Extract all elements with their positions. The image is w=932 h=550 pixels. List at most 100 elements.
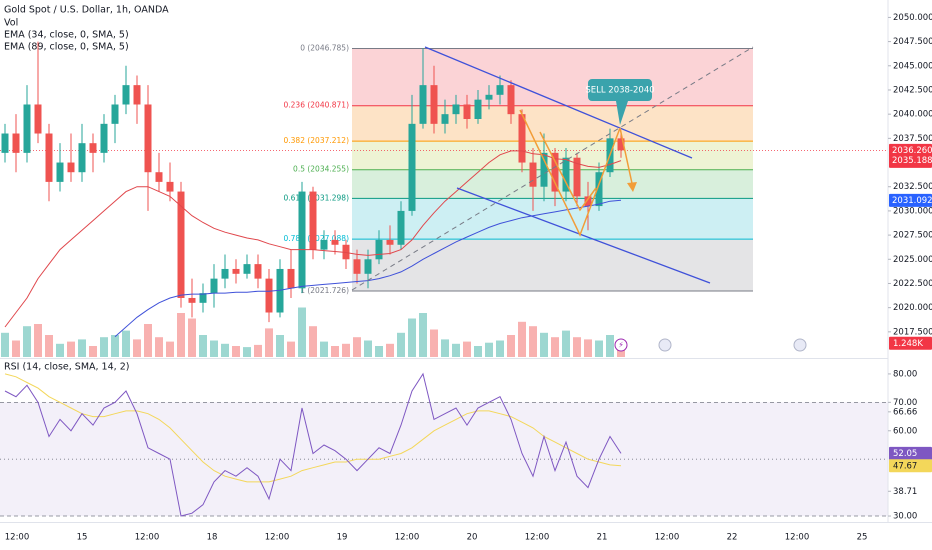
candle-body: [540, 152, 548, 187]
y-tick-label: 30.00: [893, 512, 917, 522]
volume-bar: [188, 318, 196, 357]
x-tick-label: 12:00: [265, 533, 290, 543]
candle-body: [353, 259, 361, 274]
y-tick-label: 2050.000: [893, 13, 932, 23]
volume-bar: [199, 335, 207, 357]
y-tick-label: 2022.500: [893, 279, 932, 289]
fib-label: 1 (2021.726): [300, 286, 349, 295]
rsi-badge: [889, 459, 932, 473]
channel-upper: [424, 46, 693, 159]
event-flag[interactable]: [658, 338, 672, 352]
fib-band: [352, 239, 753, 291]
volume-bar: [34, 324, 42, 357]
y-tick-label: 2045.000: [893, 61, 932, 71]
volume-bar: [89, 346, 97, 357]
fib-band: [352, 198, 753, 240]
volume-bar: [265, 328, 273, 357]
volume-bar: [1, 332, 9, 357]
volume-bar: [419, 313, 427, 357]
projection: [619, 127, 634, 189]
candle-body: [122, 85, 130, 105]
volume-bar: [276, 335, 284, 357]
legend-ema89: EMA (89, close, 0, SMA, 5): [4, 42, 129, 53]
volume-bar: [485, 342, 493, 357]
volume-bar: [562, 330, 570, 357]
volume-bar: [45, 335, 53, 357]
zigzag-inner: [539, 131, 597, 212]
y-tick-label: 2042.500: [893, 85, 932, 95]
candle-body: [23, 104, 31, 153]
y-tick-label: 2037.500: [893, 134, 932, 144]
candle-body: [243, 264, 251, 274]
x-tick-label: 15: [77, 533, 88, 543]
y-tick-label: 60.00: [893, 426, 917, 436]
volume-bar: [287, 341, 295, 357]
volume-bar: [595, 340, 603, 357]
candle-body: [1, 133, 9, 153]
volume-bar: [463, 341, 471, 357]
y-tick-label: 70.00: [893, 398, 917, 408]
volume-bar: [122, 330, 130, 357]
candle-body: [375, 239, 383, 260]
candle-body: [111, 104, 119, 124]
volume-bar: [551, 337, 559, 357]
candle-body: [551, 152, 559, 192]
candle-body: [309, 191, 317, 250]
channel-lower: [456, 187, 711, 284]
volume-bar: [518, 321, 526, 357]
x-tick-label: 12:00: [135, 533, 160, 543]
rsi-line: [4, 373, 622, 483]
volume-bar: [408, 318, 416, 357]
drawings: SELL 2038-2040 ⚡: [351, 46, 807, 352]
fib-label: 0.5 (2034.255): [293, 165, 349, 174]
volume-bar: [540, 332, 548, 357]
ema-line: [4, 150, 622, 328]
candle-body: [45, 133, 53, 182]
event-icon[interactable]: [614, 338, 628, 352]
volume-bar: [342, 343, 350, 357]
rsi-line: [4, 372, 622, 517]
y-tick-label: 80.00: [893, 369, 917, 379]
candle-body: [331, 239, 339, 245]
candle-body: [144, 104, 152, 173]
y-tick-label: 38.71: [893, 487, 917, 497]
candle-body: [287, 268, 295, 289]
volume-bar: [584, 339, 592, 357]
volume-bar: [100, 337, 108, 357]
candle-body: [529, 162, 537, 187]
volume-bar: [254, 344, 262, 357]
event-flag[interactable]: [793, 338, 807, 352]
candle-body: [89, 143, 97, 153]
candle-body: [463, 104, 471, 119]
candle-body: [265, 278, 273, 313]
candle-body: [518, 114, 526, 163]
callout: [588, 79, 652, 125]
volume-bar: [309, 326, 317, 357]
candle-body: [507, 85, 515, 115]
fib-label: 0.236 (2040.871): [284, 101, 350, 110]
volume-bar: [221, 343, 229, 357]
candle-body: [78, 143, 86, 173]
candle-body: [56, 162, 64, 182]
fib-label: 0.382 (2037.212): [284, 136, 350, 145]
candle-body: [386, 239, 394, 245]
x-tick-label: 12:00: [655, 533, 680, 543]
volume-bar: [78, 339, 86, 357]
candle-body: [221, 268, 229, 279]
y-tick-label: 2030.000: [893, 206, 932, 216]
legend-vol: Vol: [4, 18, 18, 29]
volume-bar: [452, 343, 460, 357]
volume-bar: [529, 326, 537, 357]
rsi-title: RSI (14, close, SMA, 14, 2): [4, 362, 129, 373]
volume-bar: [386, 343, 394, 357]
volume-bar: [23, 326, 31, 357]
y-tick-label: 2047.500: [893, 37, 932, 47]
volume-bar: [507, 335, 515, 357]
legend-ema34: EMA (34, close, 0, SMA, 5): [4, 30, 129, 41]
candle-body: [430, 85, 438, 124]
y-tick-label: 66.66: [893, 407, 917, 417]
volume-bar: [144, 324, 152, 357]
volume-bar: [177, 313, 185, 357]
volume-bar: [353, 337, 361, 357]
trend-dashed: [351, 46, 754, 291]
